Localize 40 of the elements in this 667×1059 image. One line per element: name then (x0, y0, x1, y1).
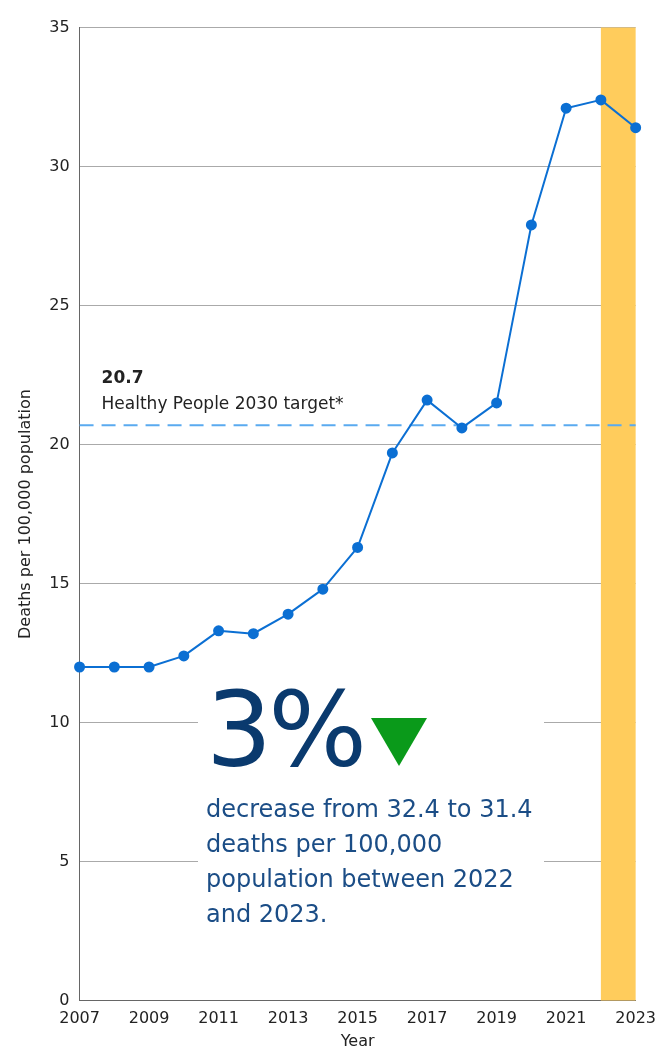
point (108, 661, 120, 673)
y-tick-label: 0 (59, 989, 70, 1009)
point (386, 447, 398, 459)
x-tick-label: 2013 (267, 1008, 309, 1028)
point (317, 583, 329, 595)
x-axis-title: Year (339, 1030, 375, 1050)
x-tick-label: 2015 (337, 1008, 378, 1028)
point (213, 625, 225, 637)
x-tick-label: 2017 (406, 1008, 448, 1028)
point (74, 661, 86, 673)
x-tick-label: 2021 (545, 1008, 587, 1028)
y-tick-label: 25 (49, 294, 70, 314)
x-tick-label: 2007 (59, 1008, 100, 1028)
point (595, 94, 607, 106)
annotation: 3% (206, 669, 363, 791)
x-tick-label: 2011 (198, 1008, 239, 1028)
point (143, 661, 155, 673)
ref-line-label: Healthy People 2030 target* (101, 393, 344, 414)
point (491, 397, 503, 409)
y-tick-label: 30 (49, 155, 70, 175)
point (178, 650, 190, 662)
y-tick-label: 5 (59, 850, 70, 870)
point (421, 394, 433, 406)
point (630, 122, 642, 134)
y-tick-label: 10 (49, 711, 70, 731)
point (525, 219, 537, 231)
annotation: 20.7 (101, 367, 144, 388)
x-tick-label: 2023 (615, 1008, 656, 1028)
point (352, 541, 364, 553)
point (456, 422, 468, 434)
point (247, 628, 259, 640)
x-tick-label: 2009 (128, 1008, 170, 1028)
point (282, 608, 294, 620)
y-tick-label: 35 (49, 16, 70, 36)
y-tick-label: 15 (49, 572, 70, 592)
y-axis-title: Deaths per 100,000 population (14, 389, 34, 640)
point (560, 102, 572, 114)
x-tick-label: 2019 (476, 1008, 517, 1028)
y-tick-label: 20 (49, 433, 70, 453)
annotation: decrease from 32.4 to 31.4 deaths per 100,000 population between 2022 and 2023. (206, 794, 534, 930)
